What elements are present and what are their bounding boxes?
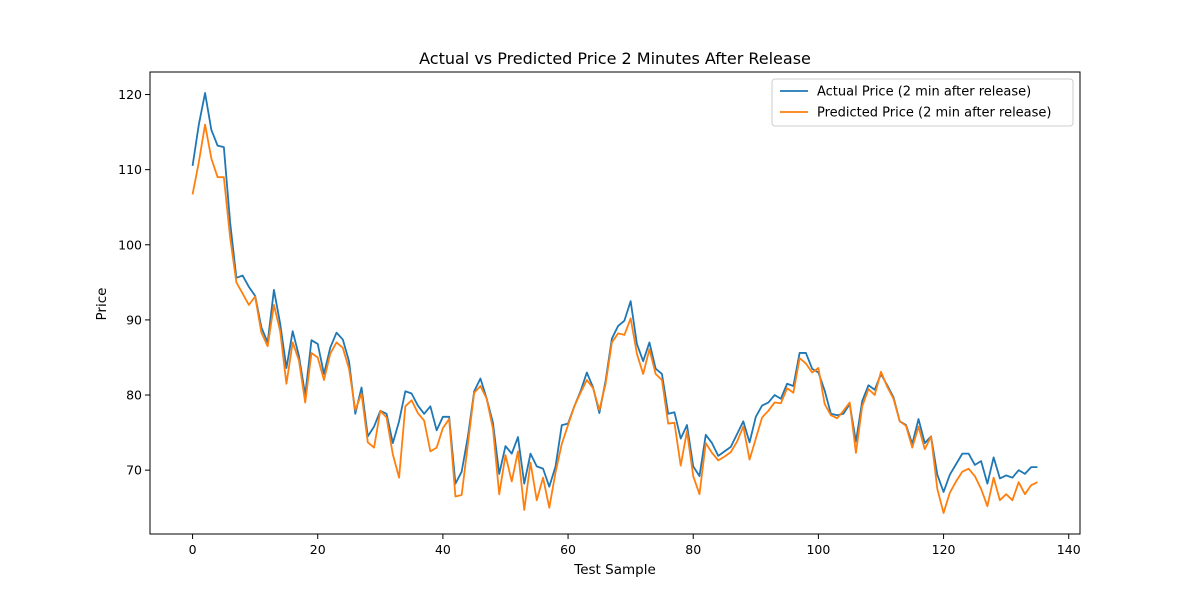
legend-label-1: Actual Price (2 min after release) (817, 85, 1031, 100)
axes-frame (149, 71, 1081, 535)
x-tick-label: 120 (932, 542, 956, 557)
chart-title: Actual vs Predicted Price 2 Minutes Afte… (419, 49, 811, 68)
y-tick-label: 100 (118, 237, 142, 252)
x-tick-label: 100 (806, 542, 830, 557)
x-tick-label: 40 (435, 542, 451, 557)
x-tick-label: 140 (1057, 542, 1081, 557)
legend: Actual Price (2 min after release) Predic… (771, 78, 1074, 127)
x-tick-label: 20 (310, 542, 326, 557)
legend-label-2: Predicted Price (2 min after release) (817, 106, 1052, 121)
y-axis-label: Price (94, 288, 110, 321)
x-axis-label: Test Sample (573, 562, 656, 578)
y-tick-label: 70 (126, 463, 142, 478)
series-line-2 (191, 123, 1038, 514)
x-tick-label: 80 (685, 542, 701, 557)
legend-box (771, 78, 1074, 127)
y-tick-label: 80 (126, 388, 142, 403)
x-tick-label: 60 (560, 542, 576, 557)
plot-area: 0 20 40 60 80 100 120 140 70 80 90 100 110 120 (118, 71, 1081, 557)
y-tick-label: 110 (118, 162, 142, 177)
y-tick-label: 120 (118, 87, 142, 102)
x-tick-label: 0 (189, 542, 197, 557)
y-tick-label: 90 (126, 312, 142, 327)
